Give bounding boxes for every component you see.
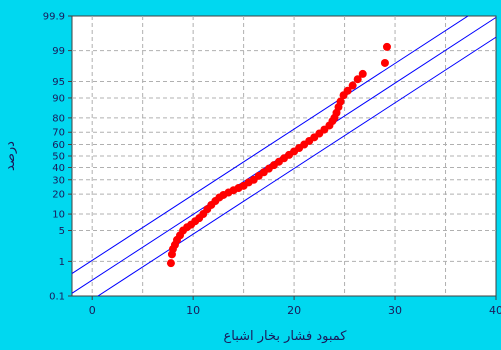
x-tick-label: 10 xyxy=(186,304,200,317)
x-tick-label: 0 xyxy=(89,304,96,317)
y-tick-label: 60 xyxy=(52,140,65,151)
data-point xyxy=(358,69,367,78)
x-axis-label: کمبود فشار بخار اشباع xyxy=(224,329,348,344)
y-tick-label: 40 xyxy=(52,163,65,174)
grid-lines xyxy=(72,16,496,296)
x-tick-label: 40 xyxy=(489,304,501,317)
data-points xyxy=(166,42,391,268)
x-tick-label: 20 xyxy=(287,304,301,317)
data-point xyxy=(353,75,362,84)
y-tick-label: 80 xyxy=(52,113,65,124)
data-point xyxy=(166,259,175,268)
y-tick-label: 95 xyxy=(52,77,65,88)
y-tick-label: 0.1 xyxy=(49,292,65,303)
data-point xyxy=(343,86,352,95)
y-tick-label: 10 xyxy=(52,210,65,221)
y-tick-label: 50 xyxy=(52,152,65,163)
confidence-band-lower xyxy=(97,36,496,296)
y-tick-label: 99.9 xyxy=(43,12,65,23)
x-tick-label: 30 xyxy=(388,304,402,317)
y-axis-label: درصد xyxy=(3,141,18,171)
y-tick-label: 30 xyxy=(52,175,65,186)
y-tick-label: 90 xyxy=(52,93,65,104)
data-point xyxy=(336,97,345,106)
data-point xyxy=(380,58,389,67)
data-point xyxy=(348,81,357,90)
y-tick-label: 1 xyxy=(59,257,65,268)
x-axis-ticks: 0 10 20 30 40 xyxy=(89,296,501,317)
y-tick-label: 99 xyxy=(52,46,65,57)
data-point xyxy=(382,42,391,51)
confidence-band-upper xyxy=(72,16,469,275)
y-tick-label: 70 xyxy=(52,128,65,139)
y-tick-label: 20 xyxy=(52,190,65,201)
y-tick-label: 5 xyxy=(59,226,65,237)
